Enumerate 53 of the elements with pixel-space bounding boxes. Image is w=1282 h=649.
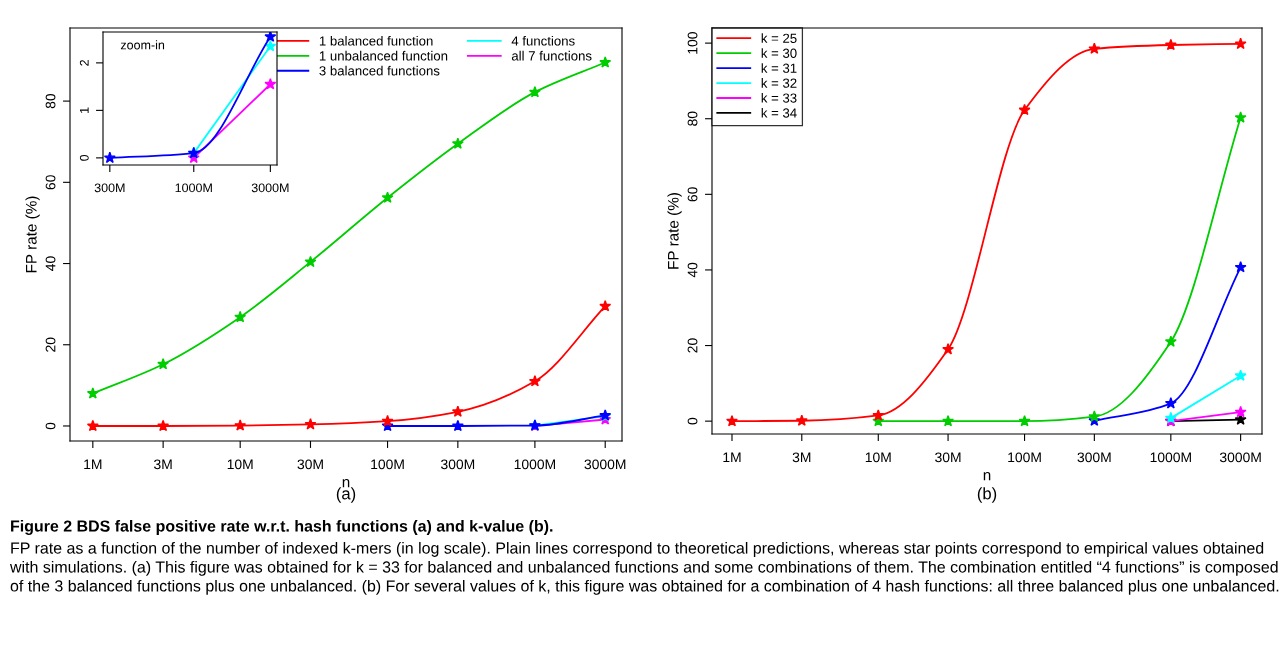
y-axis-title: FP rate (%) <box>667 193 682 269</box>
x-tick-label: 3M <box>792 452 811 463</box>
x-axis-title: n <box>342 479 350 488</box>
y-tick-label: 0 <box>45 422 56 430</box>
x-tick-label: 100M <box>371 459 404 470</box>
x-tick-label: 1M <box>84 459 102 470</box>
legend-label: k = 33 <box>761 93 797 103</box>
text: (b) <box>977 487 997 503</box>
y-tick-label: 40 <box>687 262 698 278</box>
text: (a) <box>336 487 356 503</box>
legend-label: 4 functions <box>511 35 575 46</box>
y-tick-label: 0 <box>79 154 89 161</box>
x-tick-label: 30M <box>935 452 961 463</box>
y-tick-label: 60 <box>45 175 56 190</box>
legend-label: k = 31 <box>761 63 797 73</box>
legend-label: 1 unbalanced function <box>319 50 448 61</box>
text: FP rate as a function of the number of indexed k-mers (in log scale). Plain lines correspond to theoretical predictions, whereas star points correspond to empirical values obtained with simulations. (a) This figure was obtained for k = 33 for balanced and unbalanced functions and some combinations of them. The combination entitled “4 functions” is composed of the 3 balanced functions plus one unbalanced. (b) For several values of k, this figure was obtained for a combination of 4 hash functions: all three balanced plus one unbalanced. <box>9 542 1279 595</box>
x-tick-label: 3000M <box>1219 452 1261 463</box>
y-tick-label: 100 <box>687 32 698 54</box>
x-tick-label: 1000M <box>175 183 212 193</box>
x-tick-label: 10M <box>227 459 253 470</box>
x-tick-label: 300M <box>1077 452 1111 463</box>
legend-label: k = 25 <box>761 33 797 43</box>
y-tick-label: 80 <box>45 93 56 109</box>
x-axis-title: n <box>983 472 991 481</box>
text: Figure 2 BDS false positive rate w.r.t. hash functions (a) and k-value (b). <box>11 520 553 535</box>
legend-label: 3 balanced functions <box>319 65 440 76</box>
x-tick-label: 3000M <box>251 183 289 193</box>
y-tick-label: 1 <box>80 107 89 113</box>
x-tick-label: 30M <box>297 459 323 470</box>
y-tick-label: 2 <box>79 60 89 66</box>
x-tick-label: 3000M <box>584 459 626 470</box>
y-tick-label: 80 <box>687 111 698 126</box>
legend-label: all 7 functions <box>511 50 592 61</box>
y-tick-label: 60 <box>687 187 698 202</box>
legend-label: k = 32 <box>761 78 797 88</box>
x-tick-label: 1M <box>723 452 741 463</box>
x-tick-label: 1000M <box>514 459 555 470</box>
y-tick-label: 20 <box>687 338 698 353</box>
annotation: zoom-in <box>120 40 165 50</box>
y-axis-title: FP rate (%) <box>25 196 40 273</box>
legend-label: k = 30 <box>761 48 797 58</box>
y-tick-label: 0 <box>687 417 698 425</box>
x-tick-label: 10M <box>865 452 891 463</box>
x-tick-label: 300M <box>94 183 125 193</box>
x-tick-label: 3M <box>154 459 172 470</box>
x-tick-label: 1000M <box>1150 452 1191 463</box>
x-tick-label: 300M <box>441 459 475 470</box>
x-tick-label: 100M <box>1008 452 1041 463</box>
legend-label: k = 34 <box>761 107 797 118</box>
y-tick-label: 40 <box>45 256 56 271</box>
y-tick-label: 20 <box>45 337 56 352</box>
legend-label: 1 balanced function <box>319 35 433 46</box>
